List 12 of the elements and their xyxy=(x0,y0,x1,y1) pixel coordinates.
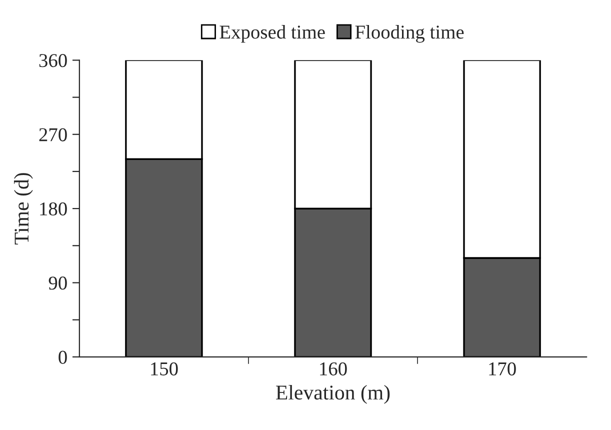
x-tick-label: 170 xyxy=(489,362,516,376)
legend-label: Exposed time xyxy=(220,25,325,43)
y-tick-label: 360 xyxy=(39,54,67,68)
x-tick-label: 160 xyxy=(320,362,347,376)
x-tick-label: 150 xyxy=(151,362,178,376)
legend-label: Flooding time xyxy=(355,25,464,43)
y-axis-title: Time (d) xyxy=(14,173,33,245)
y-tick-label: 180 xyxy=(40,202,67,216)
x-axis-title: Elevation (m) xyxy=(276,384,390,404)
y-tick-label: 0 xyxy=(58,350,67,364)
y-tick-label: 270 xyxy=(39,128,67,142)
y-tick-label: 90 xyxy=(48,276,67,290)
